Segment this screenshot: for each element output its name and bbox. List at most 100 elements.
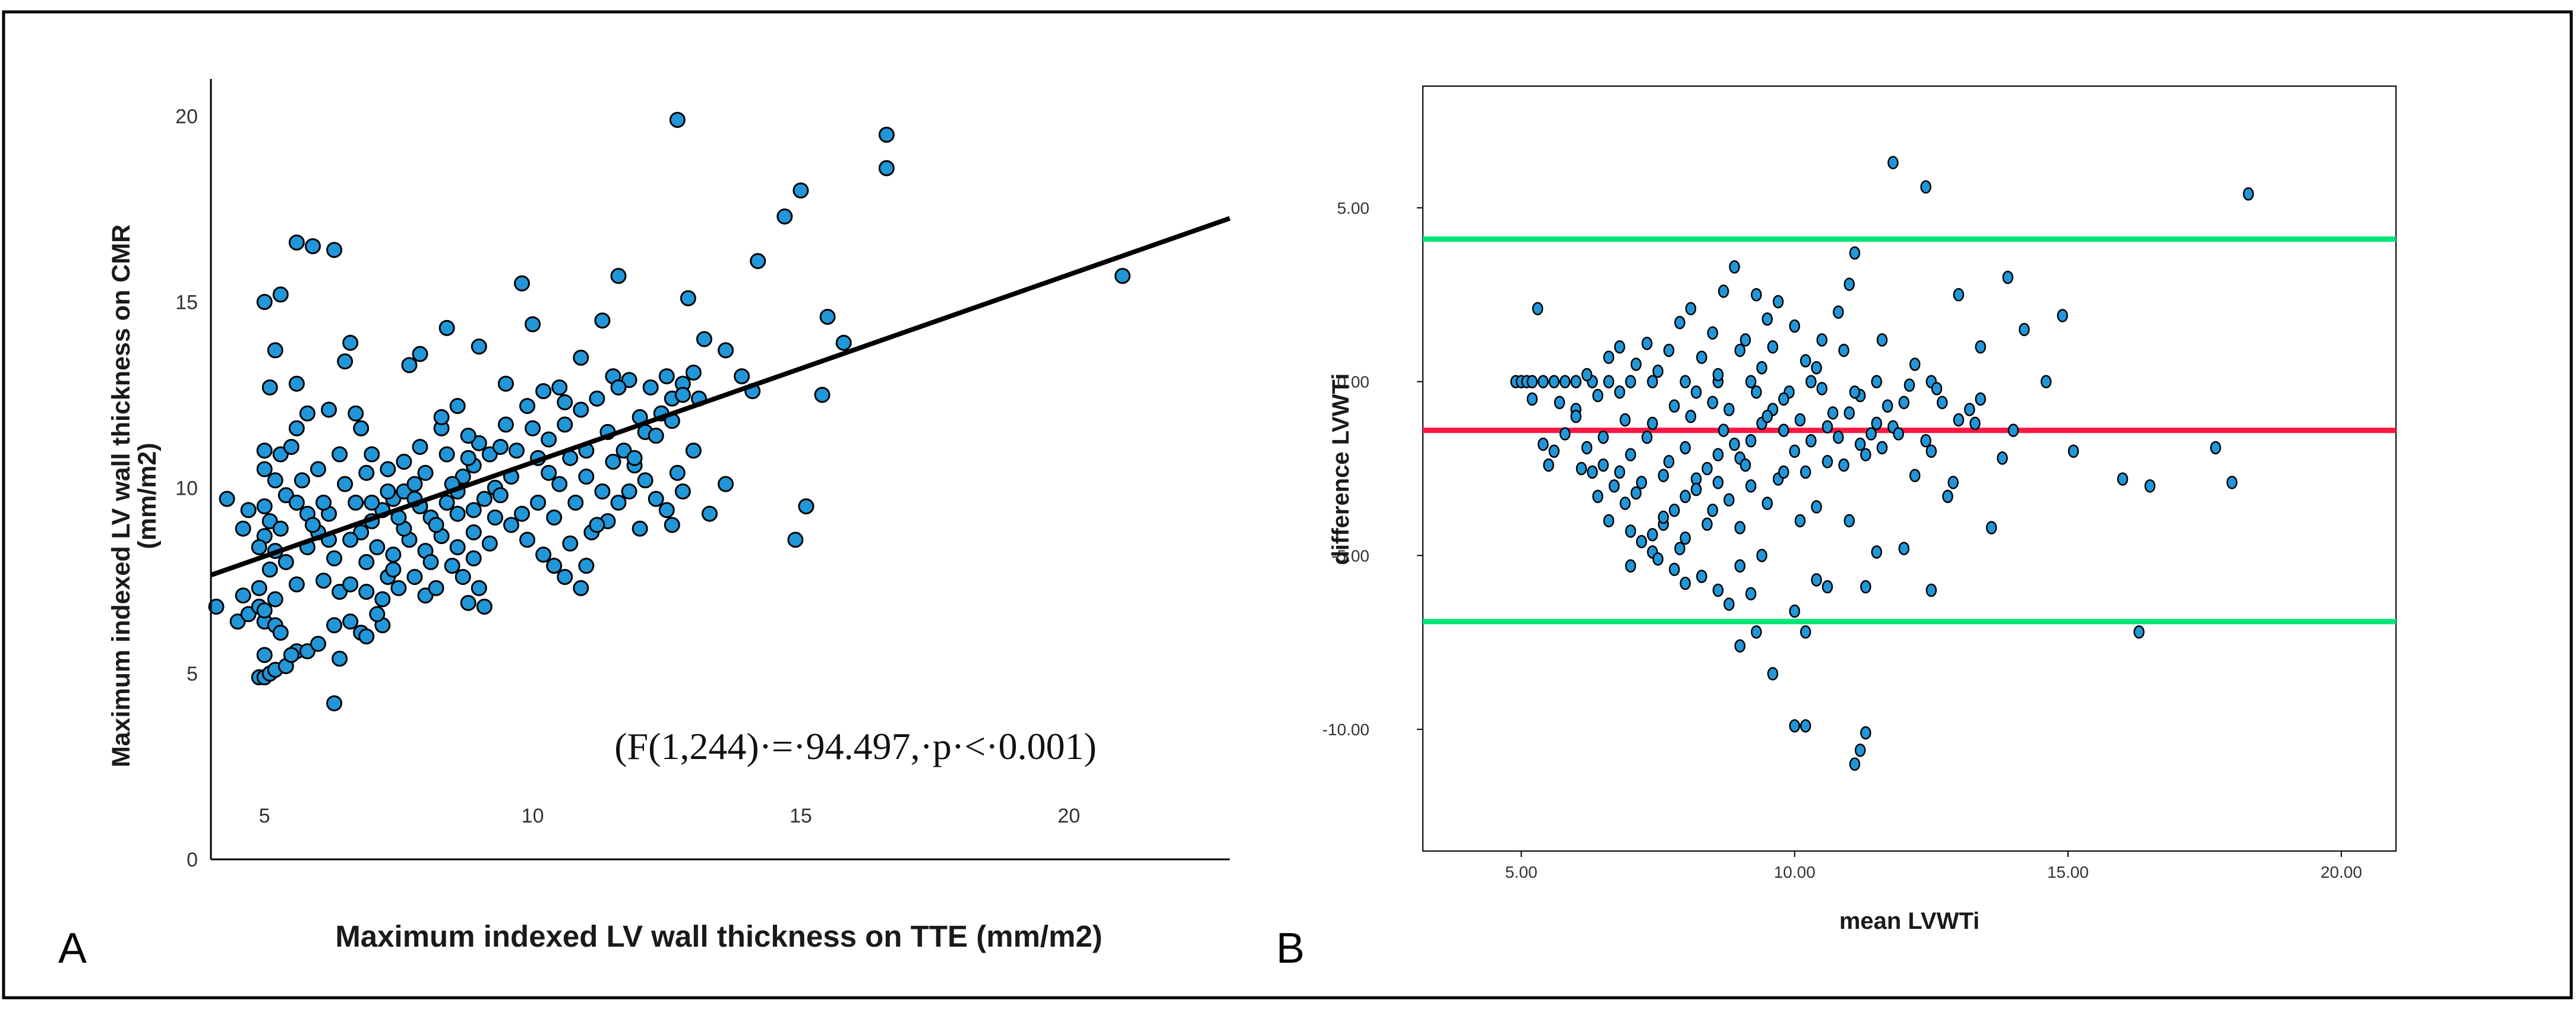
panel-a-data-point bbox=[465, 524, 482, 540]
panel-b-data-point bbox=[1800, 354, 1811, 368]
panel-a-data-point bbox=[632, 520, 648, 537]
panel-b-data-point bbox=[1953, 413, 1965, 427]
panel-b-data-point bbox=[1898, 542, 1910, 555]
panel-a-data-point bbox=[208, 599, 225, 615]
panel-a-data-point bbox=[557, 394, 573, 410]
panel-b-data-point bbox=[1751, 288, 1762, 302]
panel-a-data-point bbox=[358, 583, 375, 600]
panel-a-regression-line bbox=[210, 216, 1231, 578]
panel-b-x-tick-label: 10.00 bbox=[1774, 863, 1816, 881]
panel-b-data-point bbox=[1821, 580, 1833, 594]
panel-a-data-point bbox=[476, 599, 493, 615]
panel-a-data-point bbox=[509, 442, 525, 459]
panel-a-data-point bbox=[256, 461, 273, 477]
panel-b-data-point bbox=[1570, 409, 1581, 423]
panel-b-data-point bbox=[1658, 469, 1669, 482]
panel-b-data-point bbox=[1723, 493, 1735, 507]
panel-b-data-point bbox=[1909, 469, 1921, 482]
panel-a-data-point bbox=[680, 290, 696, 306]
panel-a-data-point bbox=[878, 160, 895, 176]
panel-b-data-point bbox=[1663, 455, 1675, 469]
panel-a-data-point bbox=[519, 398, 536, 415]
panel-b-data-point bbox=[1625, 559, 1636, 573]
panel-b-data-point bbox=[2210, 441, 2221, 455]
panel-a-data-point bbox=[605, 453, 621, 470]
panel-a-data-point bbox=[669, 112, 686, 128]
panel-b-data-point bbox=[1729, 260, 1740, 274]
panel-b-data-point bbox=[1554, 396, 1565, 410]
panel-a-data-point bbox=[546, 558, 563, 574]
panel-b-data-point bbox=[1603, 350, 1615, 364]
panel-b-data-point bbox=[1652, 552, 1663, 566]
panel-b-data-point bbox=[1909, 358, 1921, 371]
panel-b-data-point bbox=[1685, 302, 1697, 315]
panel-b-data-point bbox=[2040, 375, 2052, 388]
panel-a-data-point bbox=[374, 591, 391, 608]
panel-b-data-point bbox=[1751, 625, 1762, 639]
panel-b-data-point bbox=[1614, 385, 1625, 399]
panel-b-data-point bbox=[1587, 465, 1598, 479]
panel-a-data-point bbox=[342, 532, 359, 548]
panel-a-data-point bbox=[380, 461, 396, 477]
panel-a-data-point bbox=[696, 331, 712, 347]
panel-a-chart: 0 5 10 15 20 5 10 15 20 Maximum indexed LV wall… bbox=[107, 79, 1231, 953]
panel-a-data-point bbox=[288, 494, 305, 511]
panel-a-data-point bbox=[240, 502, 257, 518]
panel-a-data-point bbox=[326, 550, 343, 567]
panel-b-data-point bbox=[1680, 531, 1691, 545]
panel-b-data-point bbox=[1641, 336, 1653, 350]
panel-b-data-point bbox=[1821, 420, 1833, 434]
panel-a-data-point bbox=[793, 182, 809, 199]
panel-a-data-point bbox=[481, 446, 498, 463]
panel-a-data-point bbox=[551, 476, 568, 492]
panel-a-data-point bbox=[776, 208, 793, 225]
panel-a-data-point bbox=[332, 583, 348, 600]
panel-b-points bbox=[1510, 156, 2254, 771]
panel-a-data-point bbox=[267, 591, 283, 608]
panel-b-data-point bbox=[1756, 549, 1767, 562]
panel-a-data-point bbox=[798, 498, 815, 515]
panel-b-data-point bbox=[1761, 409, 1773, 423]
panel-a-data-point bbox=[310, 461, 327, 477]
panel-a-data-point bbox=[460, 594, 476, 611]
panel-a-data-point bbox=[332, 650, 348, 667]
panel-a-data-point bbox=[342, 576, 359, 593]
panel-b-y-tick-label: -10.00 bbox=[1322, 720, 1369, 739]
panel-b-data-point bbox=[1598, 458, 1609, 472]
panel-a-data-point bbox=[497, 416, 514, 433]
panel-b-y-tick-label: 0.00 bbox=[1337, 373, 1370, 391]
panel-b-data-point bbox=[1712, 583, 1724, 597]
panel-a-data-point bbox=[541, 464, 557, 481]
panel-b-data-point bbox=[1816, 382, 1828, 396]
panel-a-data-point bbox=[465, 502, 482, 518]
panel-a-data-point bbox=[819, 308, 836, 325]
panel-a-data-point bbox=[734, 368, 750, 385]
panel-a-data-point bbox=[514, 275, 531, 292]
panel-b-data-point bbox=[1669, 504, 1680, 517]
panel-b-data-point bbox=[1690, 482, 1702, 496]
panel-a-data-point bbox=[342, 613, 359, 630]
panel-b-data-point bbox=[1871, 545, 1883, 559]
panel-a-data-point bbox=[369, 606, 386, 622]
panel-a-data-point bbox=[551, 379, 568, 396]
panel-a-data-point bbox=[288, 234, 305, 251]
panel-b-data-point bbox=[1876, 333, 1888, 347]
panel-a-data-point bbox=[261, 379, 278, 396]
panel-b-data-point bbox=[1761, 496, 1773, 510]
panel-b-data-point bbox=[1865, 427, 1877, 441]
panel-b-data-point bbox=[1931, 382, 1943, 396]
panel-a-data-point bbox=[621, 483, 637, 500]
panel-a-x-tick-label: 10 bbox=[522, 805, 544, 827]
panel-b-data-point bbox=[1887, 156, 1899, 170]
panel-a-data-point bbox=[444, 558, 460, 574]
panel-b-data-point bbox=[1811, 360, 1822, 375]
panel-a-data-point bbox=[621, 372, 637, 388]
panel-b-data-point bbox=[1603, 375, 1615, 388]
panel-a-data-point bbox=[787, 532, 804, 548]
panel-b-data-point bbox=[2243, 187, 2254, 201]
panel-a-data-point bbox=[658, 368, 675, 385]
panel-b-data-point bbox=[1625, 448, 1636, 461]
panel-a-data-point bbox=[256, 293, 273, 310]
panel-b-data-point bbox=[1696, 570, 1707, 583]
panel-b-data-point bbox=[1647, 527, 1658, 542]
